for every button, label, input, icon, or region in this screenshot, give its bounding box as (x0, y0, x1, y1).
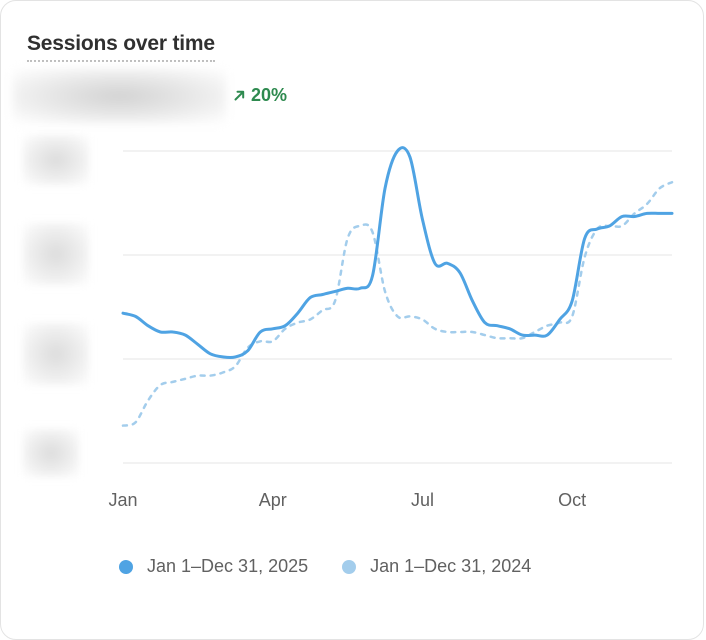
x-tick-label: Jan (108, 490, 137, 510)
card-title[interactable]: Sessions over time (27, 32, 215, 62)
x-tick-label: Jul (411, 490, 434, 510)
arrow-up-right-icon (234, 90, 245, 101)
legend-item-previous[interactable]: Jan 1–Dec 31, 2024 (342, 556, 531, 577)
blurred-metric-value (13, 69, 226, 123)
legend-label-previous: Jan 1–Dec 31, 2024 (370, 556, 532, 576)
blurred-y-tick (23, 135, 89, 185)
series-line-current[interactable] (121, 146, 674, 360)
blurred-y-tick (23, 223, 89, 285)
sessions-line-chart: Jan Apr Jul Oct (108, 146, 674, 510)
legend-label-current: Jan 1–Dec 31, 2025 (147, 556, 309, 576)
change-value: 20% (251, 85, 288, 105)
legend-dot-previous (342, 559, 357, 574)
change-indicator: 20% (233, 85, 287, 106)
chart-legend: Jan 1–Dec 31, 2025 Jan 1–Dec 31, 2024 (119, 556, 531, 577)
x-tick-label: Apr (259, 490, 287, 510)
blurred-y-tick (23, 323, 89, 385)
blurred-y-tick (23, 429, 79, 477)
series-line-previous[interactable] (121, 180, 674, 427)
legend-dot-current (119, 559, 133, 574)
legend-item-current[interactable]: Jan 1–Dec 31, 2025 (119, 556, 308, 577)
x-tick-label: Oct (558, 490, 586, 510)
